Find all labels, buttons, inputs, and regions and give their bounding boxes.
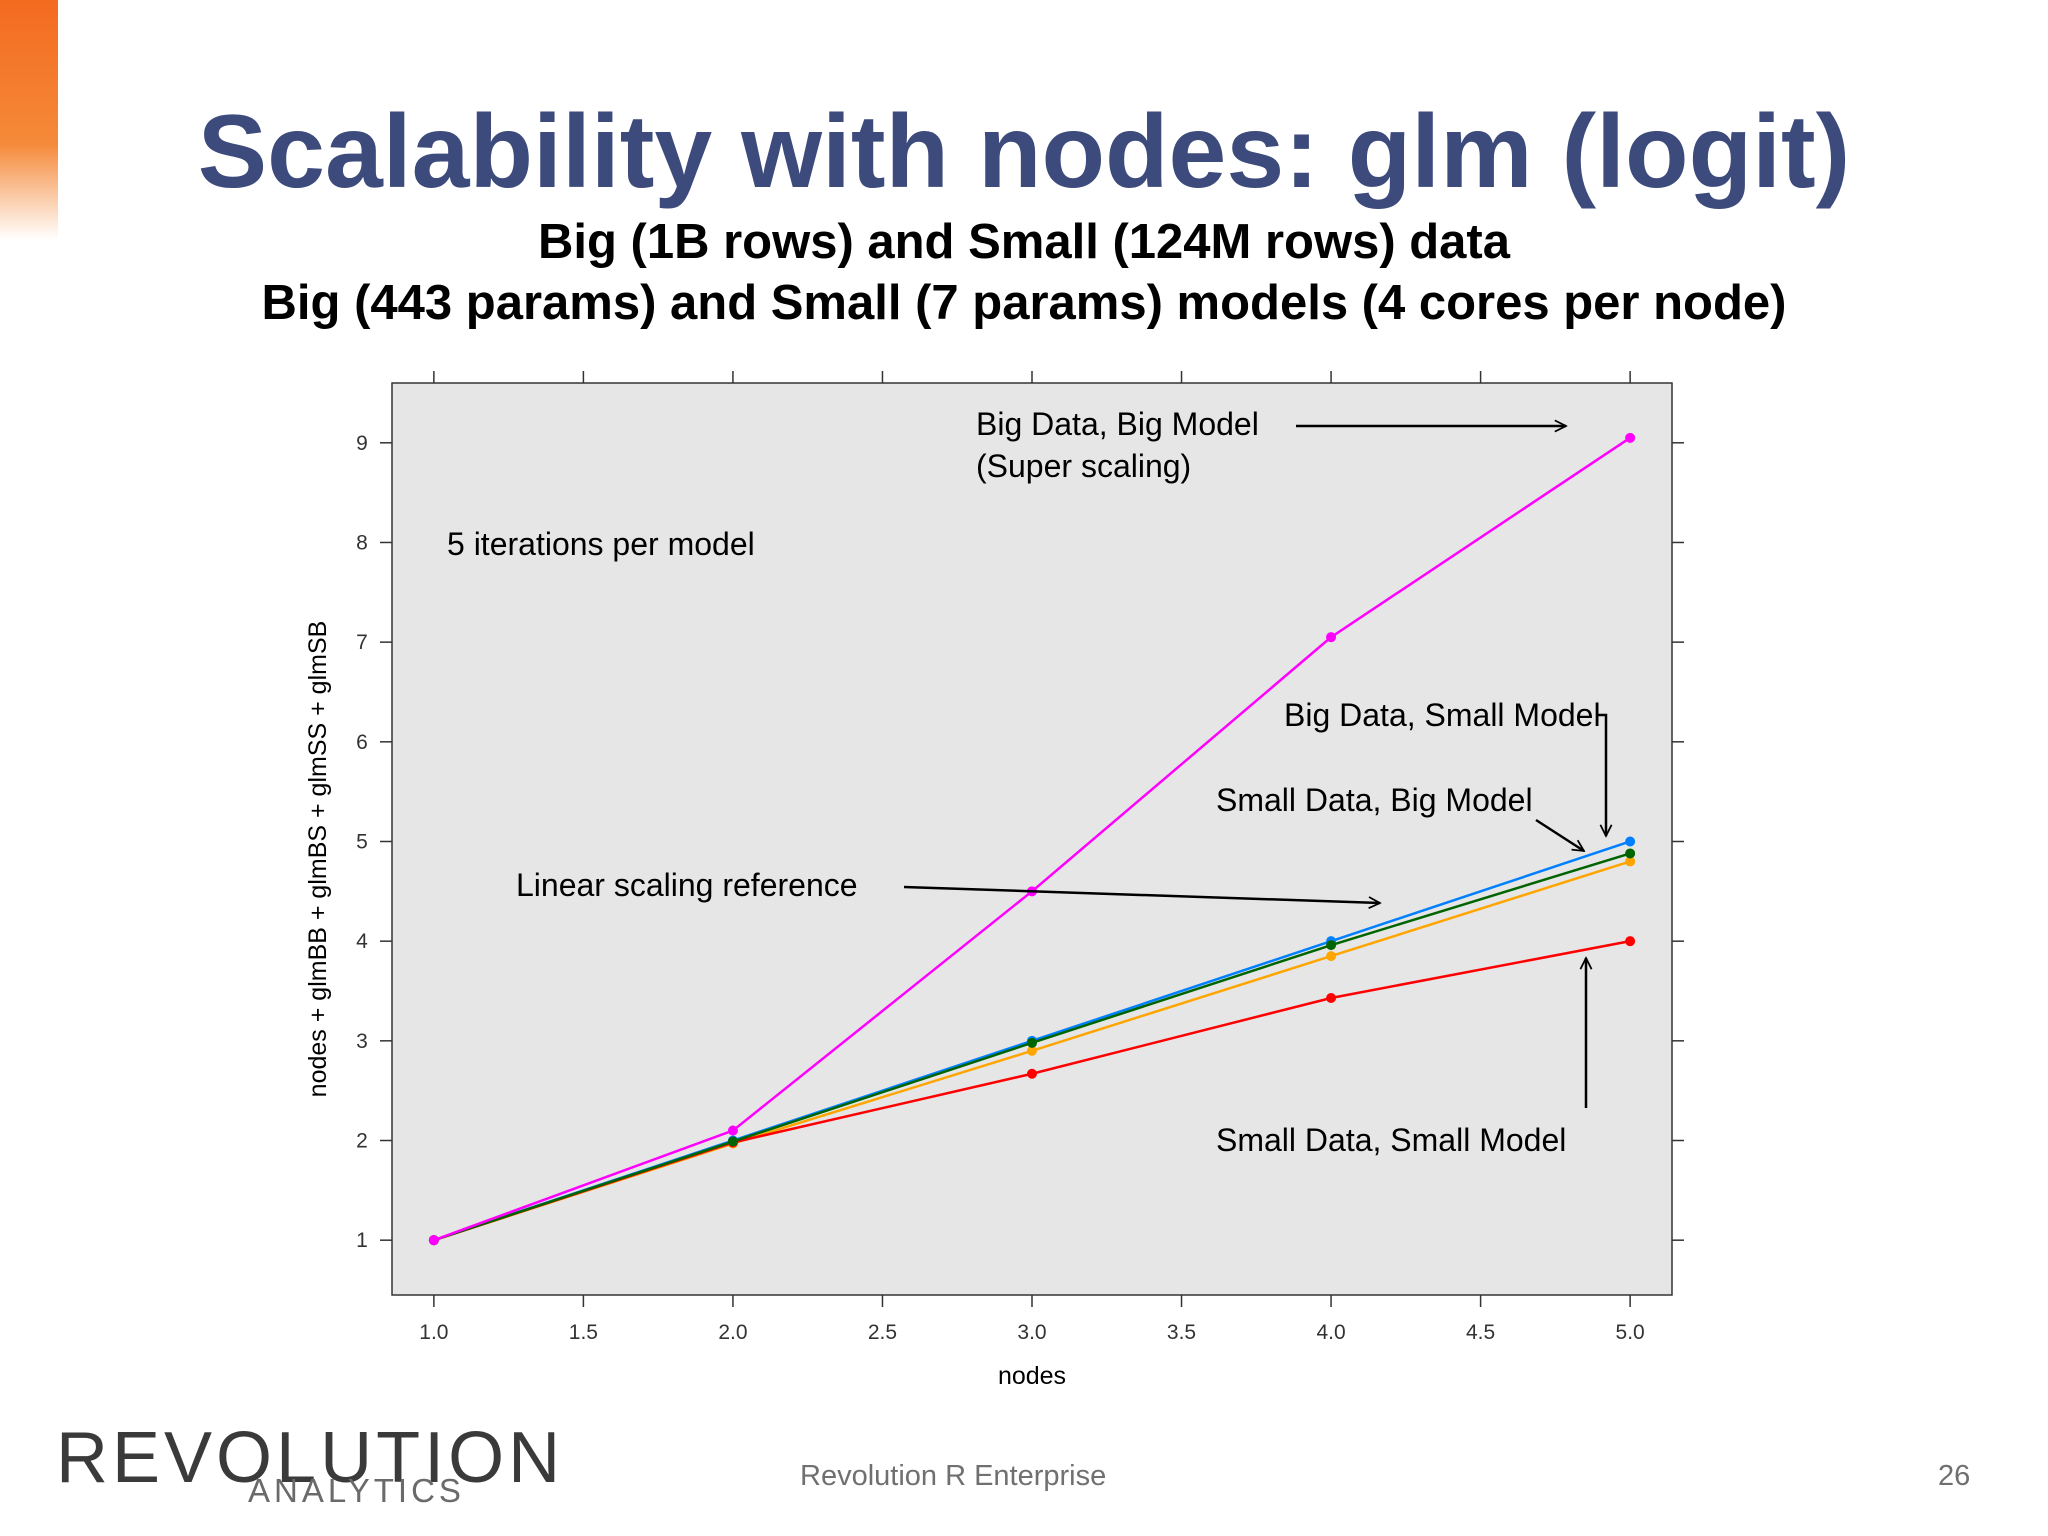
page-number: 26	[1938, 1460, 1971, 1492]
logo-sub-text: ANALYTICS	[248, 1472, 465, 1509]
series-point-1	[1326, 951, 1337, 962]
annotation-big-small: Big Data, Small Model	[1284, 697, 1601, 733]
annotation-iterations: 5 iterations per model	[447, 526, 755, 562]
arrow-small-big	[1535, 818, 1584, 851]
series-point-0	[1625, 836, 1636, 847]
x-tick-label: 4.0	[1316, 1321, 1345, 1344]
slide-subtitle-line1: Big (1B rows) and Small (124M rows) data	[537, 215, 1511, 269]
series-point-1	[1625, 856, 1636, 867]
series-point-1	[1027, 1045, 1037, 1056]
x-axis-label: nodes	[998, 1362, 1066, 1390]
y-tick-label: 2	[356, 1130, 368, 1153]
y-tick-label: 6	[356, 731, 368, 754]
x-tick-label: 2.0	[718, 1321, 747, 1344]
y-tick-label: 8	[356, 531, 368, 554]
x-tick-label: 2.5	[868, 1321, 897, 1344]
y-tick-label: 7	[356, 631, 368, 654]
annotation-linear-ref: Linear scaling reference	[516, 867, 858, 903]
annotation-super-scaling: (Super scaling)	[976, 448, 1191, 484]
y-tick-label: 3	[356, 1030, 368, 1053]
series-point-3	[1625, 848, 1636, 859]
footer-center-text: Revolution R Enterprise	[800, 1460, 1107, 1492]
y-tick-label: 4	[356, 930, 368, 953]
arrow-linear-ref	[903, 885, 1380, 903]
series-point-3	[1326, 940, 1337, 951]
annotation-small-big: Small Data, Big Model	[1216, 782, 1533, 818]
slide-title: Scalability with nodes: glm (logit)	[197, 94, 1851, 210]
orange-accent-bar	[0, 0, 58, 240]
series-point-3	[727, 1136, 738, 1147]
y-tick-label: 9	[356, 432, 368, 455]
x-tick-label: 3.5	[1167, 1321, 1196, 1344]
plot-panel	[391, 382, 1673, 1296]
x-tick-label: 1.0	[419, 1321, 448, 1344]
slide-subtitle-line2: Big (443 params) and Small (7 params) mo…	[261, 276, 1787, 330]
x-tick-label: 4.5	[1466, 1321, 1495, 1344]
annotation-small-small: Small Data, Small Model	[1216, 1122, 1566, 1158]
arrow-big-small	[1596, 713, 1606, 836]
series-point-4	[428, 1235, 439, 1246]
x-tick-label: 5.0	[1616, 1321, 1645, 1344]
series-point-2	[1625, 936, 1636, 947]
series-point-2	[1326, 992, 1337, 1003]
x-tick-label: 3.0	[1017, 1321, 1046, 1344]
series-point-3	[1027, 1037, 1037, 1048]
annotation-big-big: Big Data, Big Model	[976, 406, 1259, 442]
x-tick-label: 1.5	[569, 1321, 598, 1344]
series-point-4	[1326, 632, 1337, 643]
series-point-4	[1625, 432, 1636, 443]
y-axis-label: nodes + glmBB + glmBS + glmSS + glmSB	[304, 621, 332, 1098]
revolution-analytics-logo: REVOLUTION ANALYTICS	[56, 1418, 560, 1509]
y-tick-label: 1	[356, 1229, 368, 1252]
y-tick-label: 5	[356, 830, 368, 853]
series-point-4	[727, 1125, 738, 1136]
series-point-2	[1027, 1068, 1037, 1079]
logo-main-text: REVOLUTION	[56, 1418, 565, 1498]
